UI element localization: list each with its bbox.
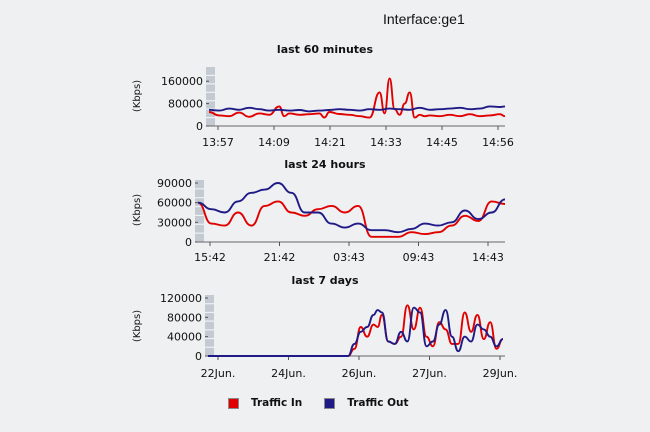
- legend-label-traffic-out: Traffic Out: [347, 397, 409, 409]
- y-tick-label: 0: [195, 350, 202, 363]
- y-tick-label: 0: [185, 236, 192, 249]
- traffic-in-swatch: [228, 397, 239, 409]
- chart-title-7d: last 7 days: [292, 274, 359, 287]
- x-tick-label: 14:33: [370, 136, 402, 149]
- x-tick-label: 14:21: [314, 136, 346, 149]
- y-axis-bar-7d: [205, 295, 214, 356]
- x-tick-label: 26Jun.: [342, 367, 377, 380]
- x-tick-label: 21:42: [264, 251, 296, 264]
- traffic-in-line-7d: [208, 304, 504, 357]
- chart-legend: Traffic In Traffic Out: [228, 397, 431, 409]
- traffic-in-line-24h: [197, 200, 506, 238]
- y-tick-label: 80000: [167, 311, 202, 324]
- y-tick-label: 40000: [167, 331, 202, 344]
- x-tick-label: 29Jun.: [483, 367, 518, 380]
- y-axis-label-7d: (Kbps): [132, 310, 143, 342]
- x-tick-label: 27Jun.: [412, 367, 447, 380]
- y-tick-label: 30000: [157, 216, 192, 229]
- y-tick-label: 0: [196, 120, 203, 133]
- interface-title: Interface:ge1: [383, 11, 465, 27]
- legend-item-traffic-in: Traffic In: [228, 397, 302, 409]
- y-tick-label: 60000: [157, 197, 192, 210]
- x-tick-label: 22Jun.: [201, 367, 236, 380]
- y-tick-label: 160000: [161, 75, 203, 88]
- traffic-out-line-24h: [197, 182, 506, 234]
- x-tick-label: 14:43: [472, 251, 504, 264]
- chart-title-24h: last 24 hours: [284, 158, 366, 171]
- y-tick-label: 80000: [168, 98, 203, 111]
- x-tick-label: 24Jun.: [271, 367, 306, 380]
- chart-title-60min: last 60 minutes: [277, 43, 374, 56]
- y-axis-label-24h: (Kbps): [132, 194, 143, 226]
- legend-item-traffic-out: Traffic Out: [324, 397, 409, 409]
- traffic-in-line-60min: [208, 77, 506, 119]
- y-tick-label: 90000: [157, 177, 192, 190]
- x-tick-label: 14:45: [426, 136, 458, 149]
- x-tick-label: 15:42: [194, 251, 226, 264]
- traffic-out-line-60min: [208, 105, 506, 113]
- y-tick-label: 120000: [160, 292, 202, 305]
- x-tick-label: 14:09: [258, 136, 290, 149]
- x-tick-label: 03:43: [333, 251, 365, 264]
- y-axis-bar-60min: [206, 67, 215, 126]
- x-tick-label: 09:43: [403, 251, 435, 264]
- x-tick-label: 14:56: [482, 136, 514, 149]
- traffic-out-swatch: [324, 397, 336, 409]
- x-tick-label: 13:57: [202, 136, 234, 149]
- y-axis-label-60min: (Kbps): [132, 80, 143, 112]
- legend-label-traffic-in: Traffic In: [251, 397, 303, 409]
- traffic-out-line-7d: [208, 306, 504, 357]
- y-axis-bar-24h: [195, 180, 204, 242]
